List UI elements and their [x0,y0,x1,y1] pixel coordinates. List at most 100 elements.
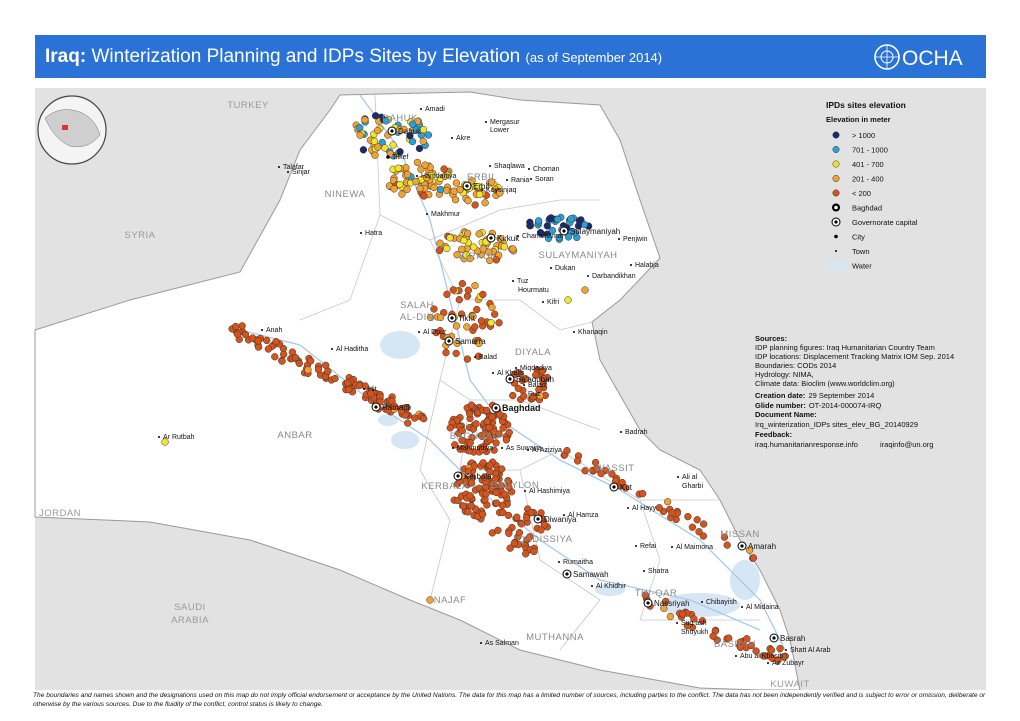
town-marker [501,447,503,449]
idp-site [446,424,454,432]
idp-site [452,179,461,187]
idp-site [491,310,499,318]
place-label: Balad [479,354,497,361]
idp-site [709,632,717,640]
idp-site [288,348,297,356]
idp-site [471,281,479,290]
place-label: Ruz [528,391,541,398]
idp-site [688,523,697,531]
place-label: Refai [640,543,657,550]
idp-site [466,254,474,263]
sources: Sources:IDP planning figures: Iraq Human… [755,334,954,449]
idp-site [534,217,543,225]
idp-site [501,490,509,498]
idp-site [452,322,461,330]
idp-site [509,391,517,400]
idp-site [426,596,434,604]
governorate-label: BASRAH [714,639,756,650]
legend-swatch [832,175,840,182]
idp-site [374,143,382,151]
governorate-label: ANBAR [277,430,312,441]
place-label: Shuyukh [681,629,708,636]
idp-site [505,483,513,491]
place-label: Ramadi [382,403,410,412]
idp-site [725,634,733,642]
place-label: Ba'aqubah [516,375,554,384]
idp-site [430,305,438,313]
idp-site [487,319,495,327]
idp-site [475,230,483,238]
place-label: Hit [368,386,377,393]
idp-site [453,339,461,347]
idp-site [526,222,534,230]
idp-site [485,248,493,256]
governorate-label: WASSIT [595,463,634,474]
idp-site [699,532,708,540]
governorate-label: NINEWA [325,189,366,200]
idp-site [506,544,514,552]
sources-title: Sources: [755,334,787,343]
town-marker [527,449,529,451]
town-marker [573,331,575,333]
idp-site [564,296,572,304]
place-label: Koysinjaq [486,187,516,194]
idp-site [436,326,444,335]
idp-site [497,482,506,490]
legend-label: City [852,233,865,242]
place-label: Mergasur [490,119,520,126]
town-marker [515,367,517,369]
map-figure: Iraq: Winterization Planning and IDPs Si… [34,35,986,691]
town-marker [741,606,743,608]
place-label: Chamchamal [522,233,564,240]
idp-site [161,438,169,446]
capital-marker-dot [456,474,460,478]
idp-site [485,423,493,432]
idp-site [394,164,402,172]
idp-site [500,243,509,251]
capital-marker-dot [374,405,378,409]
idp-site [233,330,242,339]
idp-sites [161,112,789,665]
idp-site [455,296,463,304]
governorate-label: SULAYMANIYAH [538,250,617,261]
idp-site [390,185,398,193]
idp-site [482,406,491,415]
idp-site [359,146,368,154]
idp-site [371,151,379,159]
place-label: Al Hamza [568,512,598,519]
idp-site [621,484,630,492]
place-label: Sinjar [292,169,311,176]
idp-site [356,131,364,139]
town-marker [620,431,622,433]
place-label: Baghdad [502,403,541,413]
town-marker [492,372,494,374]
idp-site [459,502,467,510]
idp-site [356,124,364,132]
town-marker [506,179,508,181]
legend-subtitle: Elevation in meter [826,115,891,124]
idp-site [460,236,468,245]
idp-site [412,177,420,186]
idp-site [491,475,499,483]
idp-site [478,446,487,454]
governorate-label: THI-QAR [635,588,678,599]
idp-site [475,339,483,348]
idp-site [367,390,375,398]
sources-line: Boundaries: CODs 2014 [755,361,836,370]
town-marker [360,232,362,234]
sources-line: IDP locations: Displacement Tracking Mat… [755,352,954,361]
governorate-label: KIRKUK [459,251,498,262]
place-label: Al Aziziya [532,447,562,454]
idp-site [527,508,535,517]
idp-site [593,465,601,473]
idp-site [655,504,663,512]
legend-label: Governorate capital [852,218,918,227]
place-label: Ali al [682,474,698,481]
idp-site [398,190,406,198]
idp-site [490,446,498,454]
legend-swatch [834,234,838,239]
idp-site [515,529,524,537]
sources-value: 29 September 2014 [808,391,874,400]
idp-site [440,165,448,173]
idp-site [752,647,760,655]
